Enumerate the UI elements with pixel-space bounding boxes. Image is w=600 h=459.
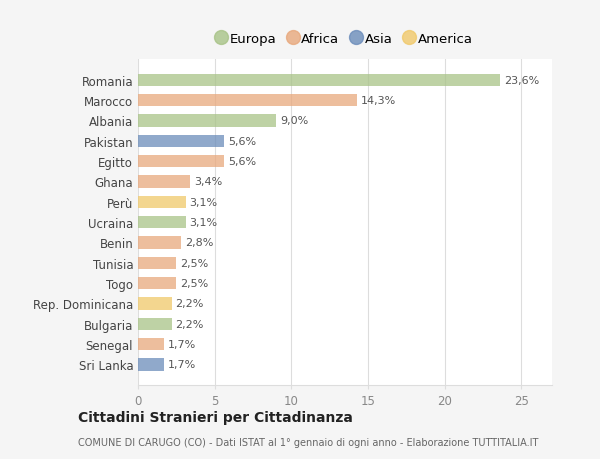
Text: 5,6%: 5,6% xyxy=(228,157,256,167)
Bar xyxy=(138,318,172,330)
Bar xyxy=(138,277,176,290)
Text: 2,8%: 2,8% xyxy=(185,238,213,248)
Text: 9,0%: 9,0% xyxy=(280,116,308,126)
Text: 14,3%: 14,3% xyxy=(361,96,397,106)
Legend: Europa, Africa, Asia, America: Europa, Africa, Asia, America xyxy=(212,27,478,51)
Text: 2,5%: 2,5% xyxy=(180,258,208,268)
Text: 3,4%: 3,4% xyxy=(194,177,222,187)
Text: 5,6%: 5,6% xyxy=(228,136,256,146)
Text: 3,1%: 3,1% xyxy=(190,197,217,207)
Text: 1,7%: 1,7% xyxy=(168,360,196,369)
Bar xyxy=(138,115,276,127)
Text: 2,2%: 2,2% xyxy=(176,319,204,329)
Bar xyxy=(138,217,185,229)
Bar xyxy=(138,156,224,168)
Text: COMUNE DI CARUGO (CO) - Dati ISTAT al 1° gennaio di ogni anno - Elaborazione TUT: COMUNE DI CARUGO (CO) - Dati ISTAT al 1°… xyxy=(78,437,538,448)
Text: 1,7%: 1,7% xyxy=(168,339,196,349)
Text: 2,2%: 2,2% xyxy=(176,299,204,309)
Bar xyxy=(138,257,176,269)
Bar xyxy=(138,95,357,107)
Text: Cittadini Stranieri per Cittadinanza: Cittadini Stranieri per Cittadinanza xyxy=(78,411,353,425)
Bar xyxy=(138,135,224,147)
Bar xyxy=(138,237,181,249)
Bar xyxy=(138,176,190,188)
Bar xyxy=(138,298,172,310)
Bar xyxy=(138,196,185,208)
Bar xyxy=(138,338,164,351)
Bar xyxy=(138,358,164,371)
Text: 23,6%: 23,6% xyxy=(504,76,539,85)
Text: 2,5%: 2,5% xyxy=(180,279,208,288)
Text: 3,1%: 3,1% xyxy=(190,218,217,228)
Bar xyxy=(138,74,500,87)
